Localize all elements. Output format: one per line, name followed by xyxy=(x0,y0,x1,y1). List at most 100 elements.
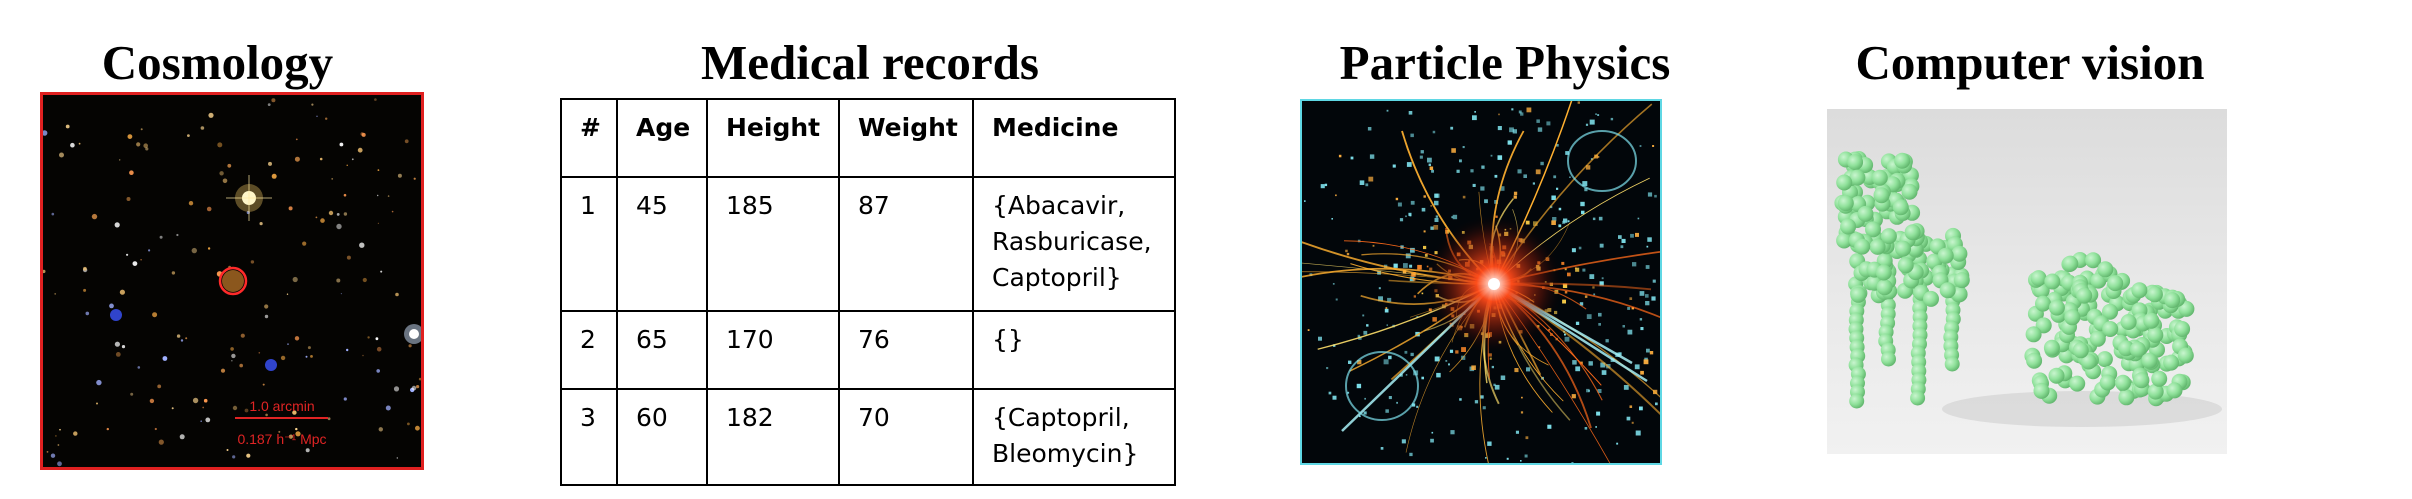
hit xyxy=(1551,220,1556,225)
scale-bar-arcmin-label: 1.0 arcmin xyxy=(249,398,314,414)
star xyxy=(140,128,143,131)
star xyxy=(206,206,212,212)
point xyxy=(1840,218,1857,235)
star xyxy=(418,377,421,381)
star xyxy=(191,247,197,254)
hit xyxy=(1472,183,1476,187)
star xyxy=(145,147,149,151)
star xyxy=(294,336,300,341)
point xyxy=(2141,352,2158,369)
point xyxy=(1871,169,1888,186)
point xyxy=(2146,286,2163,303)
hit xyxy=(1585,165,1591,170)
star xyxy=(149,398,155,404)
point xyxy=(1854,238,1871,255)
star xyxy=(203,398,208,403)
hit xyxy=(1595,426,1597,428)
hit xyxy=(1588,361,1593,366)
hit xyxy=(1630,233,1634,238)
hit xyxy=(1582,268,1586,272)
hit xyxy=(1550,333,1553,336)
hit xyxy=(1408,111,1413,115)
point xyxy=(2048,367,2065,384)
hit xyxy=(1639,145,1642,147)
hit xyxy=(1411,272,1416,277)
hit xyxy=(1646,348,1650,353)
hit xyxy=(1395,197,1399,201)
hit xyxy=(1556,144,1559,147)
point xyxy=(1875,264,1892,281)
hit xyxy=(1578,246,1582,250)
hit xyxy=(1434,218,1439,222)
hit xyxy=(1432,130,1436,134)
hit xyxy=(1564,336,1570,342)
star xyxy=(343,193,347,197)
hit xyxy=(1481,165,1485,169)
cell-weight: 87 xyxy=(838,176,974,312)
hit xyxy=(1372,244,1375,247)
hit xyxy=(1497,126,1502,131)
star xyxy=(171,271,176,275)
star xyxy=(302,241,307,246)
hit xyxy=(1494,384,1500,390)
point xyxy=(2085,252,2102,269)
hit xyxy=(1513,195,1517,199)
hit xyxy=(1413,295,1416,298)
point xyxy=(2043,339,2060,356)
hit xyxy=(1598,312,1602,317)
star xyxy=(43,130,48,136)
hit xyxy=(1409,452,1413,457)
point xyxy=(2143,312,2160,329)
hit xyxy=(1610,117,1614,121)
hit xyxy=(1577,101,1580,104)
star xyxy=(220,368,226,373)
hit xyxy=(1571,248,1576,253)
star xyxy=(140,259,142,261)
star xyxy=(320,218,325,223)
star xyxy=(55,435,57,437)
hit xyxy=(1618,352,1622,356)
star xyxy=(85,311,90,316)
hit xyxy=(1626,416,1631,421)
hit xyxy=(1480,186,1485,191)
hit xyxy=(1589,119,1595,125)
star xyxy=(362,354,364,357)
hit xyxy=(1459,159,1462,163)
hit xyxy=(1472,115,1477,121)
hit xyxy=(1652,279,1656,283)
cosmology-title: Cosmology xyxy=(101,35,334,90)
star xyxy=(176,233,179,237)
star xyxy=(46,451,49,453)
point xyxy=(2177,347,2194,364)
point xyxy=(1894,152,1911,169)
hit xyxy=(1404,350,1408,354)
hit xyxy=(1518,110,1522,114)
star xyxy=(65,124,70,129)
star xyxy=(397,173,402,178)
target-galaxy xyxy=(222,270,244,292)
hit xyxy=(1423,230,1426,233)
point xyxy=(2174,321,2191,337)
star xyxy=(129,170,134,175)
hit xyxy=(1580,201,1585,207)
star xyxy=(154,427,157,431)
cell-age: 65 xyxy=(616,310,708,390)
cosmology-sky-image: 1.0 arcmin 0.187 h⁻¹ Mpc xyxy=(40,92,424,470)
hit xyxy=(1540,161,1544,166)
hit xyxy=(1462,146,1465,149)
point xyxy=(1837,195,1854,212)
hit xyxy=(1584,427,1588,430)
point xyxy=(2147,383,2164,400)
hit xyxy=(1452,214,1458,220)
hit xyxy=(1512,129,1517,134)
star xyxy=(152,312,158,318)
hit xyxy=(1456,169,1460,173)
star xyxy=(137,366,141,369)
hit xyxy=(1643,359,1649,365)
hit xyxy=(1392,164,1396,168)
star xyxy=(96,379,102,386)
hit xyxy=(1599,243,1604,248)
hit xyxy=(1357,334,1361,338)
star xyxy=(114,222,120,228)
hit xyxy=(1470,169,1474,173)
